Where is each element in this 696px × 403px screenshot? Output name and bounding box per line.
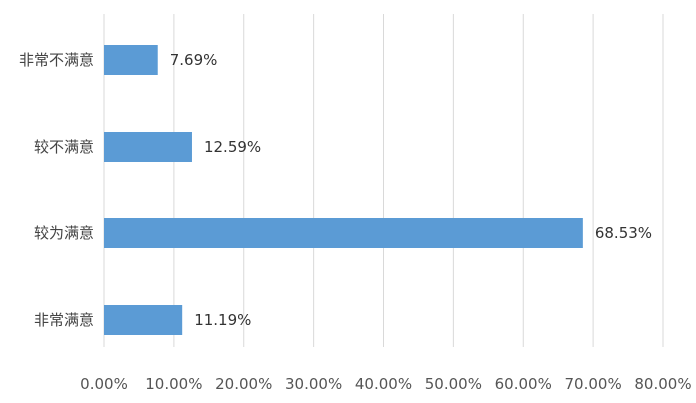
value-labels: 7.69% 12.59% 68.53% 11.19% xyxy=(170,51,652,329)
data-label: 7.69% xyxy=(170,51,218,69)
data-label: 12.59% xyxy=(204,138,261,156)
category-label: 非常满意 xyxy=(34,311,94,329)
x-tick-labels: 0.00% 10.00% 20.00% 30.00% 40.00% 50.00% 60.00… xyxy=(80,375,691,393)
x-tick-label: 10.00% xyxy=(145,375,202,393)
x-tick-label: 0.00% xyxy=(80,375,128,393)
bar xyxy=(104,305,183,335)
x-tick-label: 40.00% xyxy=(355,375,412,393)
x-tick-label: 70.00% xyxy=(565,375,622,393)
bar xyxy=(104,218,583,248)
x-tick-label: 30.00% xyxy=(285,375,342,393)
bar xyxy=(104,132,192,162)
data-label: 68.53% xyxy=(595,224,652,242)
category-label: 较不满意 xyxy=(34,138,94,156)
data-label: 11.19% xyxy=(194,311,251,329)
bar xyxy=(104,45,158,75)
bars xyxy=(104,45,583,335)
category-label: 较为满意 xyxy=(34,224,94,242)
x-tick-label: 50.00% xyxy=(425,375,482,393)
x-tick-label: 80.00% xyxy=(634,375,691,393)
category-label: 非常不满意 xyxy=(19,51,94,69)
x-tick-label: 60.00% xyxy=(495,375,552,393)
gridlines xyxy=(103,14,664,347)
x-tick-label: 20.00% xyxy=(215,375,272,393)
